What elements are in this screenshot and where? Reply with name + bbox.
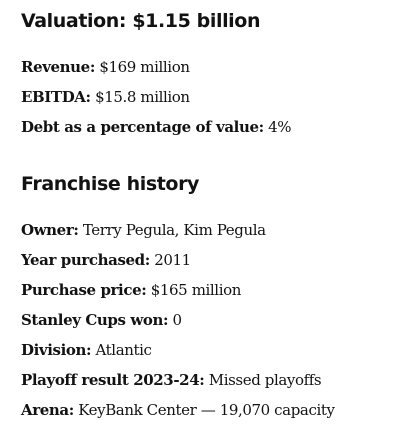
fact-revenue: Revenue: $169 million [21, 52, 291, 82]
fact-label: Playoff result 2023-24: [21, 371, 205, 389]
fact-label: Year purchased: [21, 251, 150, 269]
valuation-heading: Valuation: $1.15 billion [21, 10, 261, 32]
franchise-history-heading: Franchise history [21, 173, 200, 195]
fact-value: KeyBank Center — 19,070 capacity [78, 401, 335, 419]
fact-debt-percentage: Debt as a percentage of value: 4% [21, 112, 292, 142]
fact-ebitda: EBITDA: $15.8 million [21, 82, 291, 112]
valuation-facts-list: Revenue: $169 million EBITDA: $15.8 mill… [21, 52, 292, 142]
fact-playoff-result: Playoff result 2023-24: Missed playoffs [21, 365, 335, 395]
fact-label: Owner: [21, 221, 79, 239]
fact-label: Purchase price: [21, 281, 147, 299]
fact-value: 0 [172, 311, 183, 329]
fact-label: Division: [21, 341, 92, 359]
fact-arena: Arena: KeyBank Center — 19,070 capacity [21, 395, 335, 425]
fact-year-purchased: Year purchased: 2011 [21, 245, 335, 275]
fact-label: Debt as a percentage of value: [21, 118, 264, 136]
fact-value: 4% [268, 118, 292, 136]
fact-owner: Owner: Terry Pegula, Kim Pegula [21, 215, 335, 245]
fact-value: 2011 [154, 251, 191, 269]
fact-value: Atlantic [95, 341, 152, 359]
fact-label: Arena: [21, 401, 74, 419]
franchise-facts-list: Owner: Terry Pegula, Kim Pegula Year pur… [21, 215, 335, 425]
fact-label: EBITDA: [21, 88, 91, 106]
fact-division: Division: Atlantic [21, 335, 335, 365]
fact-value: Terry Pegula, Kim Pegula [82, 221, 266, 239]
fact-label: Revenue: [21, 58, 95, 76]
fact-stanley-cups: Stanley Cups won: 0 [21, 305, 335, 335]
fact-purchase-price: Purchase price: $165 million [21, 275, 335, 305]
fact-value: Missed playoffs [208, 371, 322, 389]
fact-value: $169 million [99, 58, 190, 76]
fact-label: Stanley Cups won: [21, 311, 169, 329]
fact-value: $165 million [150, 281, 242, 299]
fact-value: $15.8 million [95, 88, 190, 106]
